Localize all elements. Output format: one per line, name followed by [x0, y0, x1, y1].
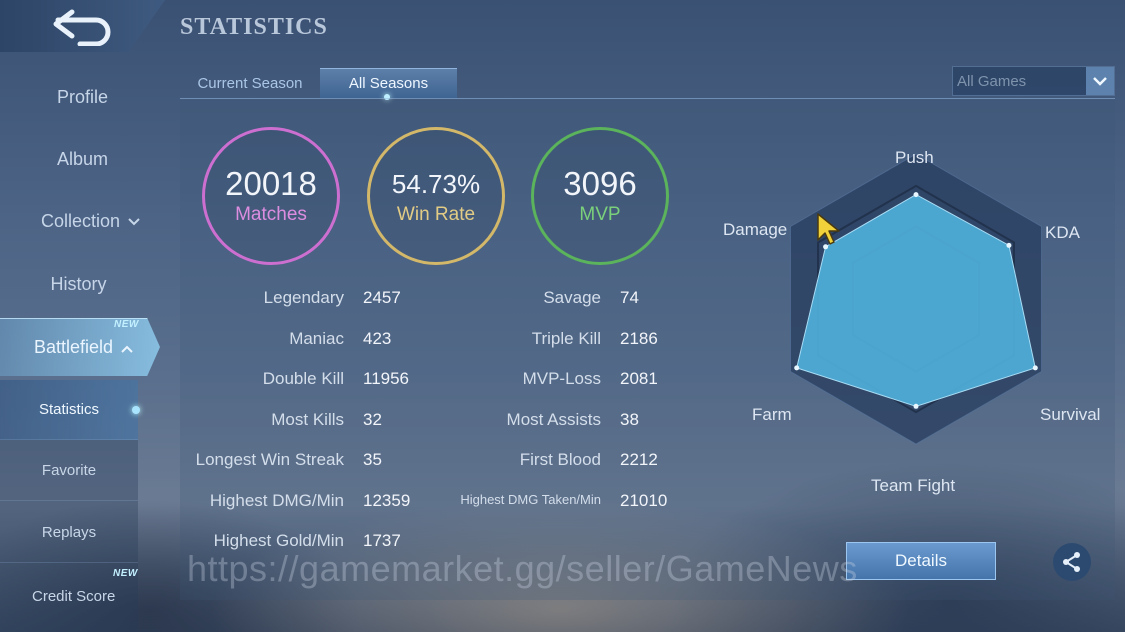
chevron-down-icon [128, 214, 140, 229]
winrate-label: Win Rate [396, 204, 476, 225]
radar-label-kda: KDA [1045, 223, 1080, 242]
stat-value: 2212 [620, 450, 658, 469]
stat-value: 74 [620, 288, 639, 307]
winrate-value: 54.73% [391, 169, 481, 199]
sidebar-item-profile[interactable]: Profile [0, 72, 165, 122]
chevron-up-icon [121, 337, 133, 358]
radar-point-damage [823, 244, 829, 250]
page-title: STATISTICS [180, 14, 328, 40]
mvp-label: MVP [579, 204, 621, 225]
winrate-circle: 54.73% Win Rate [367, 127, 505, 265]
radar-point-kda [1006, 242, 1012, 248]
stat-label: Highest Gold/Min [213, 531, 344, 550]
stat-value: 11956 [363, 369, 410, 388]
stat-label: Savage [543, 288, 601, 307]
radar-point-push [913, 192, 919, 198]
stat-label: Most Assists [506, 410, 601, 429]
sidebar-subitem-credit-score[interactable]: Credit Score [0, 566, 138, 626]
sidebar-item-label: History [50, 273, 107, 294]
sidebar-item-battlefield[interactable]: Battlefield [0, 318, 160, 376]
cursor-icon [817, 213, 840, 245]
stat-label: Double Kill [262, 369, 344, 388]
stat-value: 35 [363, 450, 382, 469]
stat-value: 32 [363, 410, 382, 429]
sidebar-item-label: Favorite [41, 462, 97, 479]
stat-label: Legendary [263, 288, 344, 307]
radar-label-team-fight: Team Fight [871, 476, 956, 495]
sidebar-item-label: Credit Score [32, 587, 116, 605]
sidebar-item-label: Battlefield [34, 337, 114, 357]
stat-value: 2186 [620, 329, 658, 348]
details-button[interactable]: Details [846, 542, 996, 580]
sidebar-subitem-favorite[interactable]: Favorite [0, 441, 138, 501]
game-mode-select[interactable]: All Games [952, 66, 1115, 96]
radar-label-farm: Farm [752, 405, 792, 424]
stat-label: First Blood [519, 450, 601, 469]
radar-grid-ring [817, 184, 1015, 414]
new-badge: NEW [114, 319, 139, 330]
back-button[interactable] [0, 0, 165, 52]
sidebar-subitem-replays[interactable]: Replays [0, 503, 138, 563]
radar-label-survival: Survival [1040, 405, 1101, 424]
sidebar-item-collection[interactable]: Collection [8, 196, 173, 246]
stat-label: Triple Kill [531, 329, 601, 348]
radar-point-survival [1032, 365, 1038, 371]
radar-label-damage: Damage [723, 220, 788, 239]
stat-value: 423 [363, 329, 392, 348]
tab-divider [180, 98, 1115, 99]
stat-label: MVP-Loss [522, 369, 601, 388]
new-badge: NEW [113, 568, 138, 579]
stat-label: Most Kills [271, 410, 344, 429]
sidebar-item-label: Replays [41, 524, 97, 541]
chevron-down-icon[interactable] [1086, 67, 1114, 95]
stat-value: 2457 [363, 288, 401, 307]
share-button[interactable] [1053, 543, 1091, 581]
sidebar-item-label: Profile [56, 86, 109, 107]
back-arrow-icon [53, 9, 111, 46]
radar-label-push: Push [895, 148, 934, 167]
sidebar-item-label: Statistics [38, 401, 99, 418]
stat-value: 2081 [620, 369, 658, 388]
stat-label: Longest Win Streak [195, 450, 344, 469]
game-mode-selected: All Games [957, 72, 1027, 90]
sidebar-item-album[interactable]: Album [0, 134, 165, 184]
matches-value: 20018 [225, 165, 317, 202]
share-icon [1063, 552, 1080, 572]
sidebar-item-history[interactable]: History [0, 259, 161, 309]
radar-point-farm [794, 365, 800, 371]
tab-current-season[interactable]: Current Season [197, 74, 303, 92]
matches-circle: 20018 Matches [202, 127, 340, 265]
sidebar-subitem-statistics[interactable]: Statistics [0, 380, 140, 440]
matches-label: Matches [235, 204, 307, 225]
mvp-circle: 3096 MVP [531, 127, 669, 265]
stat-label: Highest DMG/Min [209, 491, 344, 510]
tab-all-seasons[interactable]: All Seasons [320, 68, 457, 100]
stat-value: 12359 [363, 491, 411, 510]
sidebar-item-label: Collection [40, 210, 121, 231]
stat-value: 1737 [363, 531, 401, 550]
stat-label: Maniac [289, 329, 344, 348]
stat-value: 38 [620, 410, 639, 429]
stat-value: 21010 [620, 491, 668, 510]
stat-label: Highest DMG Taken/Min [460, 492, 601, 507]
watermark: https://gamemarket.gg/seller/GameNews [187, 548, 858, 589]
sidebar-item-label: Album [56, 148, 109, 169]
radar-chart [789, 153, 1043, 445]
sidebar: Profile Album Collection History Battlef… [0, 0, 165, 632]
radar-point-team-fight [913, 403, 919, 409]
active-indicator [132, 406, 140, 414]
mvp-value: 3096 [563, 165, 637, 202]
